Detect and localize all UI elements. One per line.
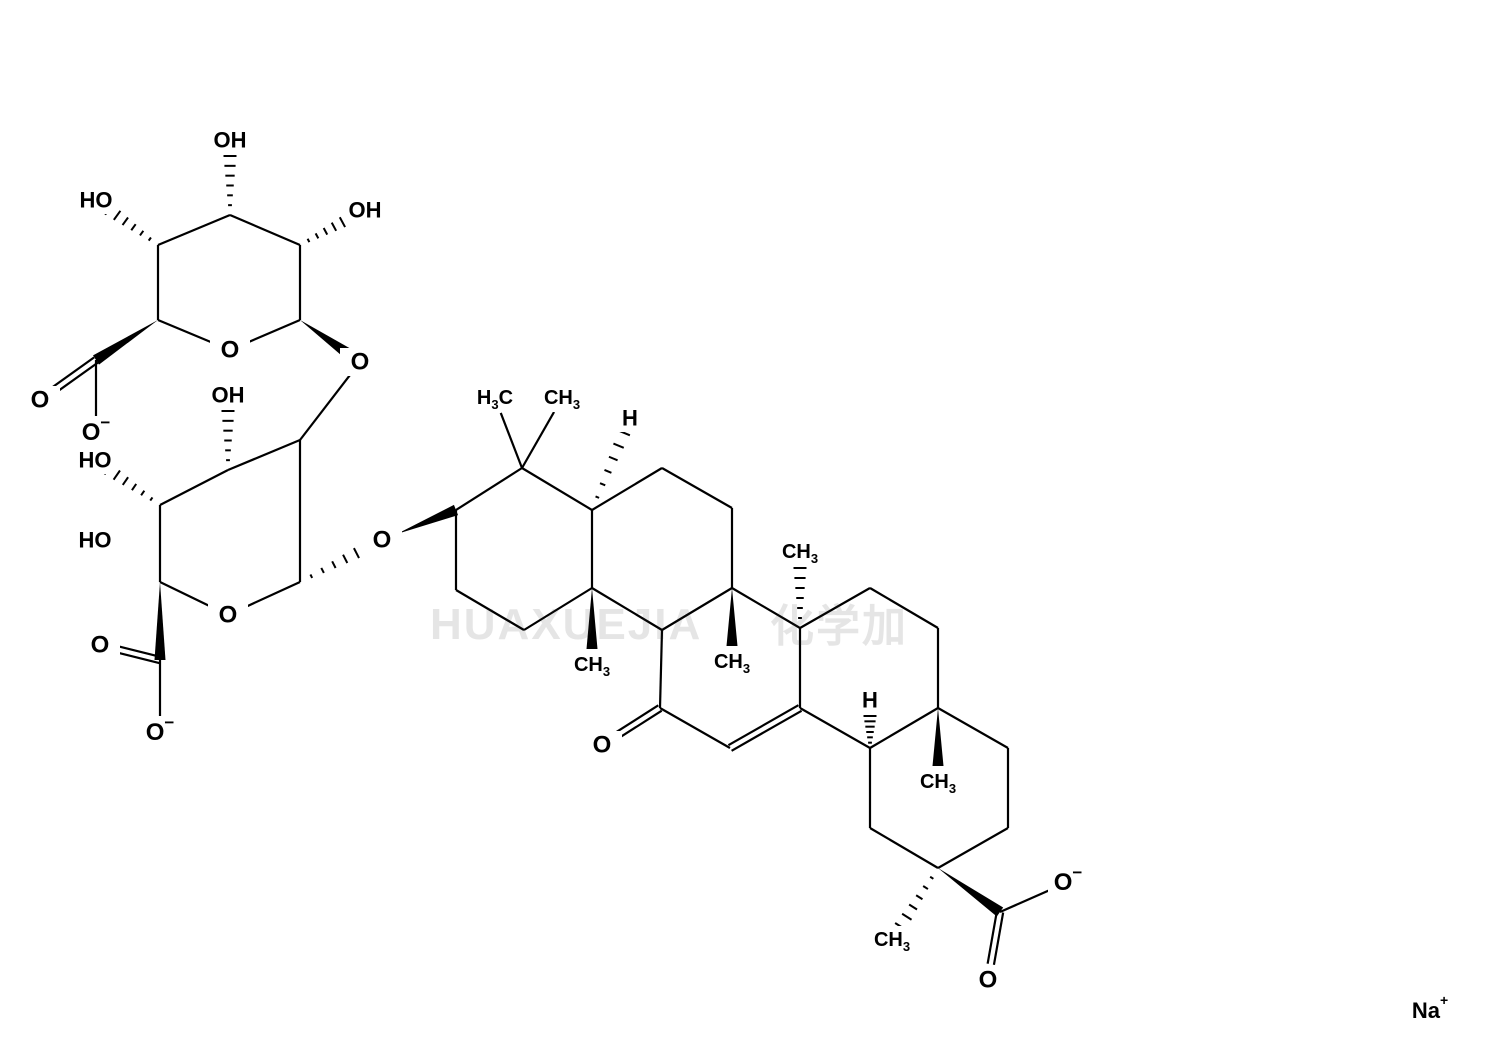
bond-single (938, 708, 1008, 748)
atom-label: OH (214, 128, 247, 153)
bond-single (300, 375, 350, 440)
atom-label: OH (212, 383, 245, 408)
bond-single (158, 320, 215, 344)
bond-double (115, 652, 159, 663)
bond-wedge-solid (155, 582, 166, 660)
bond-wedge-hash (222, 411, 235, 460)
bond-double (55, 363, 98, 394)
bond-wedge-hash (895, 877, 933, 930)
bond-single (870, 828, 938, 868)
atom-label: O (31, 387, 50, 414)
bond-single (660, 708, 730, 748)
atom-label: O (593, 732, 612, 759)
bond-single (592, 468, 662, 510)
bond-single (243, 582, 300, 608)
bond-wedge-hash (224, 156, 237, 205)
bond-single (228, 440, 300, 470)
bond-single (1000, 888, 1053, 912)
bond-single (456, 468, 522, 510)
bond-double (116, 646, 160, 657)
atom-label: H (622, 406, 638, 431)
bond-wedge-hash (864, 716, 877, 743)
bond-single (245, 320, 300, 344)
atom-label: HO (79, 528, 112, 553)
watermark-zh: 化学加 (770, 590, 908, 654)
bond-wedge-solid (727, 588, 738, 646)
atom-label: O (979, 967, 998, 994)
bond-single (158, 215, 230, 245)
bond-single (938, 828, 1008, 868)
bond-double (614, 705, 659, 733)
bond-wedge-solid (933, 708, 944, 766)
bond-double (617, 711, 662, 739)
bond-single (522, 412, 554, 468)
bond-double (728, 705, 798, 745)
bond-single (230, 215, 300, 245)
bond-wedge-hash (310, 542, 370, 578)
bond-single (160, 470, 228, 505)
bond-single (662, 468, 732, 508)
bond-single (501, 413, 522, 468)
chemical-structure-diagram: HOOHOHOOO−OOHHOHOOOO−OH3CCH3CH3HCH3OCH3H… (0, 0, 1490, 1063)
atom-label: O (373, 527, 392, 554)
bond-wedge-solid (93, 320, 158, 365)
atom-label: HO (79, 448, 112, 473)
atom-label: H (862, 688, 878, 713)
watermark-en: HUAXUEJIA (430, 600, 702, 650)
atom-label: O (221, 337, 240, 364)
bond-double (51, 357, 94, 388)
atom-label: HO (80, 188, 113, 213)
bond-single (160, 582, 214, 608)
atom-label: O (351, 349, 370, 376)
atom-label: O (219, 602, 238, 629)
bond-single (522, 468, 592, 510)
bond-wedge-solid (397, 505, 458, 534)
bond-wedge-solid (938, 868, 1003, 916)
bond-wedge-hash (596, 430, 630, 498)
atom-label: OH (349, 198, 382, 223)
atom-label: O (91, 632, 110, 659)
bond-double (732, 711, 802, 751)
